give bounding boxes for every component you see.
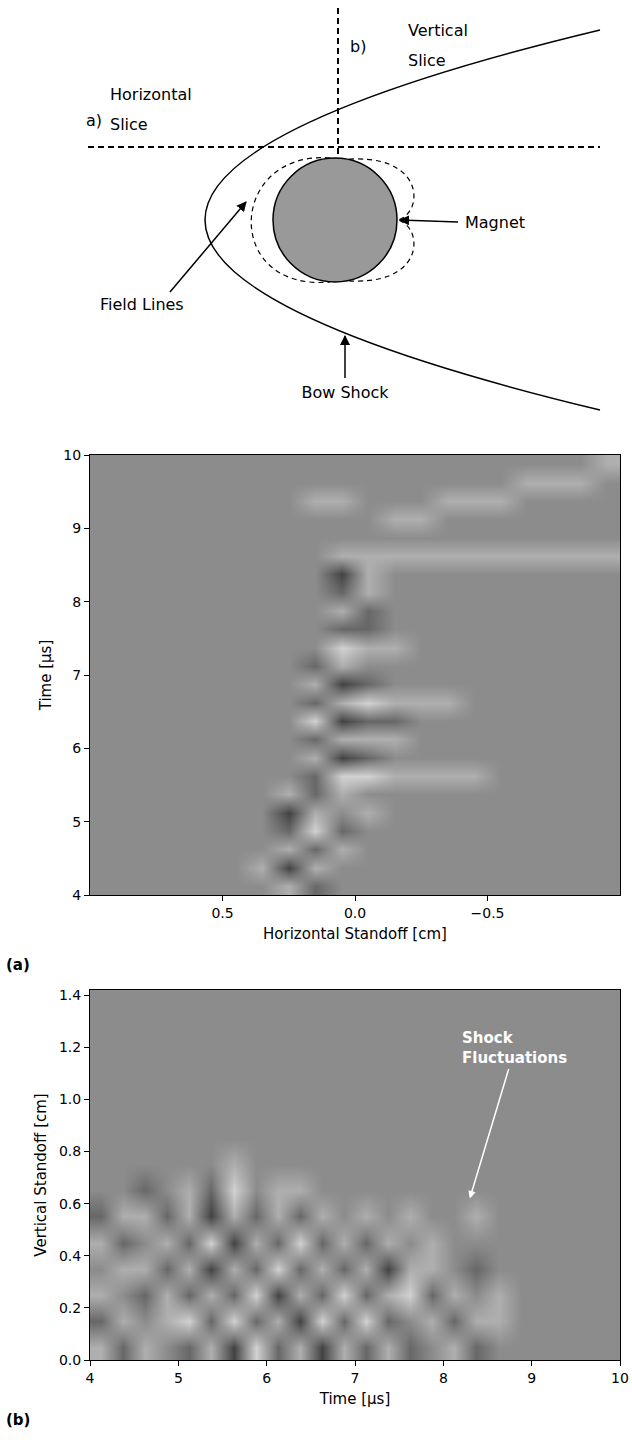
svg-text:Bow Shock: Bow Shock <box>301 383 389 402</box>
svg-text:0.2: 0.2 <box>59 1300 81 1316</box>
svg-text:Magnet: Magnet <box>465 213 525 232</box>
svg-text:(b): (b) <box>6 1411 30 1429</box>
svg-text:5: 5 <box>72 814 81 830</box>
svg-text:6: 6 <box>262 1370 271 1386</box>
svg-text:1.2: 1.2 <box>59 1039 81 1055</box>
svg-text:−0.5: −0.5 <box>471 905 505 921</box>
svg-text:7: 7 <box>72 667 81 683</box>
svg-text:9: 9 <box>527 1370 536 1386</box>
svg-text:0.0: 0.0 <box>344 905 366 921</box>
svg-text:Vertical Standoff [cm]: Vertical Standoff [cm] <box>32 1093 50 1256</box>
svg-text:10: 10 <box>63 447 81 463</box>
svg-text:(a): (a) <box>6 956 30 974</box>
svg-text:Vertical: Vertical <box>408 21 468 40</box>
svg-text:8: 8 <box>439 1370 448 1386</box>
svg-text:1.4: 1.4 <box>59 987 81 1003</box>
svg-text:0.4: 0.4 <box>59 1248 81 1264</box>
svg-text:4: 4 <box>72 887 81 903</box>
svg-text:1.0: 1.0 <box>59 1091 81 1107</box>
svg-text:0.8: 0.8 <box>59 1143 81 1159</box>
svg-text:0.6: 0.6 <box>59 1196 81 1212</box>
svg-text:0.0: 0.0 <box>59 1352 81 1368</box>
svg-text:4: 4 <box>86 1370 95 1386</box>
svg-text:Horizontal Standoff [cm]: Horizontal Standoff [cm] <box>263 925 447 943</box>
svg-text:Slice: Slice <box>110 115 148 134</box>
svg-text:6: 6 <box>72 740 81 756</box>
svg-text:Time [μs]: Time [μs] <box>319 1390 391 1408</box>
svg-text:0.5: 0.5 <box>211 905 233 921</box>
svg-text:b): b) <box>350 37 366 56</box>
svg-text:Field Lines: Field Lines <box>100 295 184 314</box>
svg-text:a): a) <box>86 111 102 130</box>
svg-text:ShockFluctuations: ShockFluctuations <box>462 1029 567 1067</box>
svg-text:Time [μs]: Time [μs] <box>37 640 55 712</box>
svg-text:Slice: Slice <box>408 51 446 70</box>
svg-text:5: 5 <box>174 1370 183 1386</box>
svg-text:Horizontal: Horizontal <box>110 85 192 104</box>
svg-text:7: 7 <box>351 1370 360 1386</box>
svg-text:9: 9 <box>72 520 81 536</box>
svg-text:10: 10 <box>611 1370 629 1386</box>
svg-text:8: 8 <box>72 594 81 610</box>
